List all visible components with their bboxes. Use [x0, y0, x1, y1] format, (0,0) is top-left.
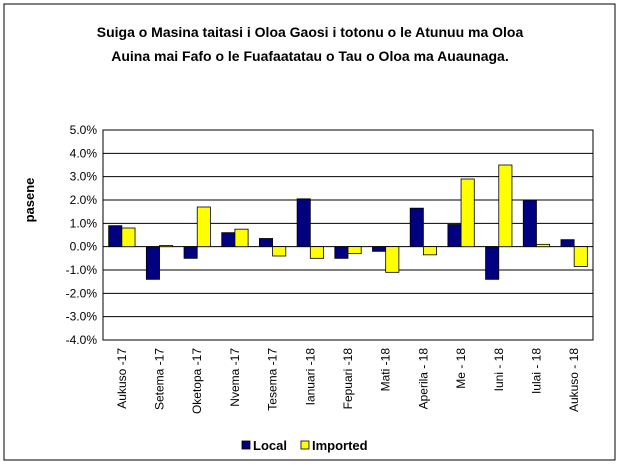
bar [183, 246, 198, 259]
y-tick-label: 0.0% [70, 240, 98, 254]
x-tick-label: Me - 18 [454, 348, 468, 389]
legend-swatch [241, 440, 251, 450]
x-tick-label: Oketopa -17 [190, 348, 204, 414]
bar [409, 207, 424, 248]
y-axis-label: pasene [22, 178, 37, 223]
bar [272, 246, 287, 257]
bar [145, 246, 160, 280]
x-tick-label: Aperila - 18 [416, 348, 430, 410]
bar [485, 246, 500, 280]
x-tick-label: Aukuso - 18 [567, 348, 581, 412]
bar [385, 246, 400, 273]
bar [447, 224, 462, 248]
bar [334, 246, 349, 259]
x-tick-label: Mati -18 [379, 348, 393, 392]
x-tick-label: Aukuso -17 [115, 348, 129, 409]
y-tick-label: -2.0% [66, 286, 98, 300]
y-tick-label: -1.0% [66, 263, 98, 277]
bar [498, 164, 513, 248]
x-tick-label: Fepuari -18 [341, 348, 355, 410]
y-tick-label: 2.0% [70, 193, 98, 207]
y-tick-label: 4.0% [70, 146, 98, 160]
y-tick-label: -3.0% [66, 310, 98, 324]
bar [296, 198, 311, 248]
x-tick-label: Tesema -17 [266, 348, 280, 411]
bar [121, 227, 136, 248]
y-tick-label: 1.0% [70, 216, 98, 230]
bar [159, 245, 174, 248]
chart-title: Suiga o Masina taitasi i Oloa Gaosi i to… [96, 24, 524, 64]
bar [234, 228, 249, 248]
bar [372, 246, 387, 252]
bar [573, 246, 588, 267]
bar [536, 243, 551, 248]
legend-label: Imported [312, 438, 368, 453]
bar [221, 232, 236, 248]
plot-border [102, 129, 594, 341]
bar [522, 199, 537, 248]
x-tick-label: Iuni - 18 [492, 348, 506, 392]
bar [309, 246, 324, 259]
x-tick-label: Iulai - 18 [529, 348, 543, 394]
y-tick-label: 3.0% [70, 170, 98, 184]
bar [196, 206, 211, 248]
x-tick-label: Setema -17 [153, 348, 167, 410]
bar [560, 239, 575, 248]
bar [108, 225, 123, 248]
bar [259, 238, 274, 248]
bar [460, 178, 475, 248]
bar [422, 246, 437, 256]
y-tick-label: -4.0% [66, 333, 98, 347]
y-tick-label: 5.0% [70, 123, 98, 137]
legend-swatch [300, 440, 310, 450]
x-tick-label: Ianuari -18 [303, 348, 317, 406]
x-tick-label: Nvema -17 [228, 348, 242, 407]
bar [347, 246, 362, 255]
legend-label: Local [253, 438, 287, 453]
